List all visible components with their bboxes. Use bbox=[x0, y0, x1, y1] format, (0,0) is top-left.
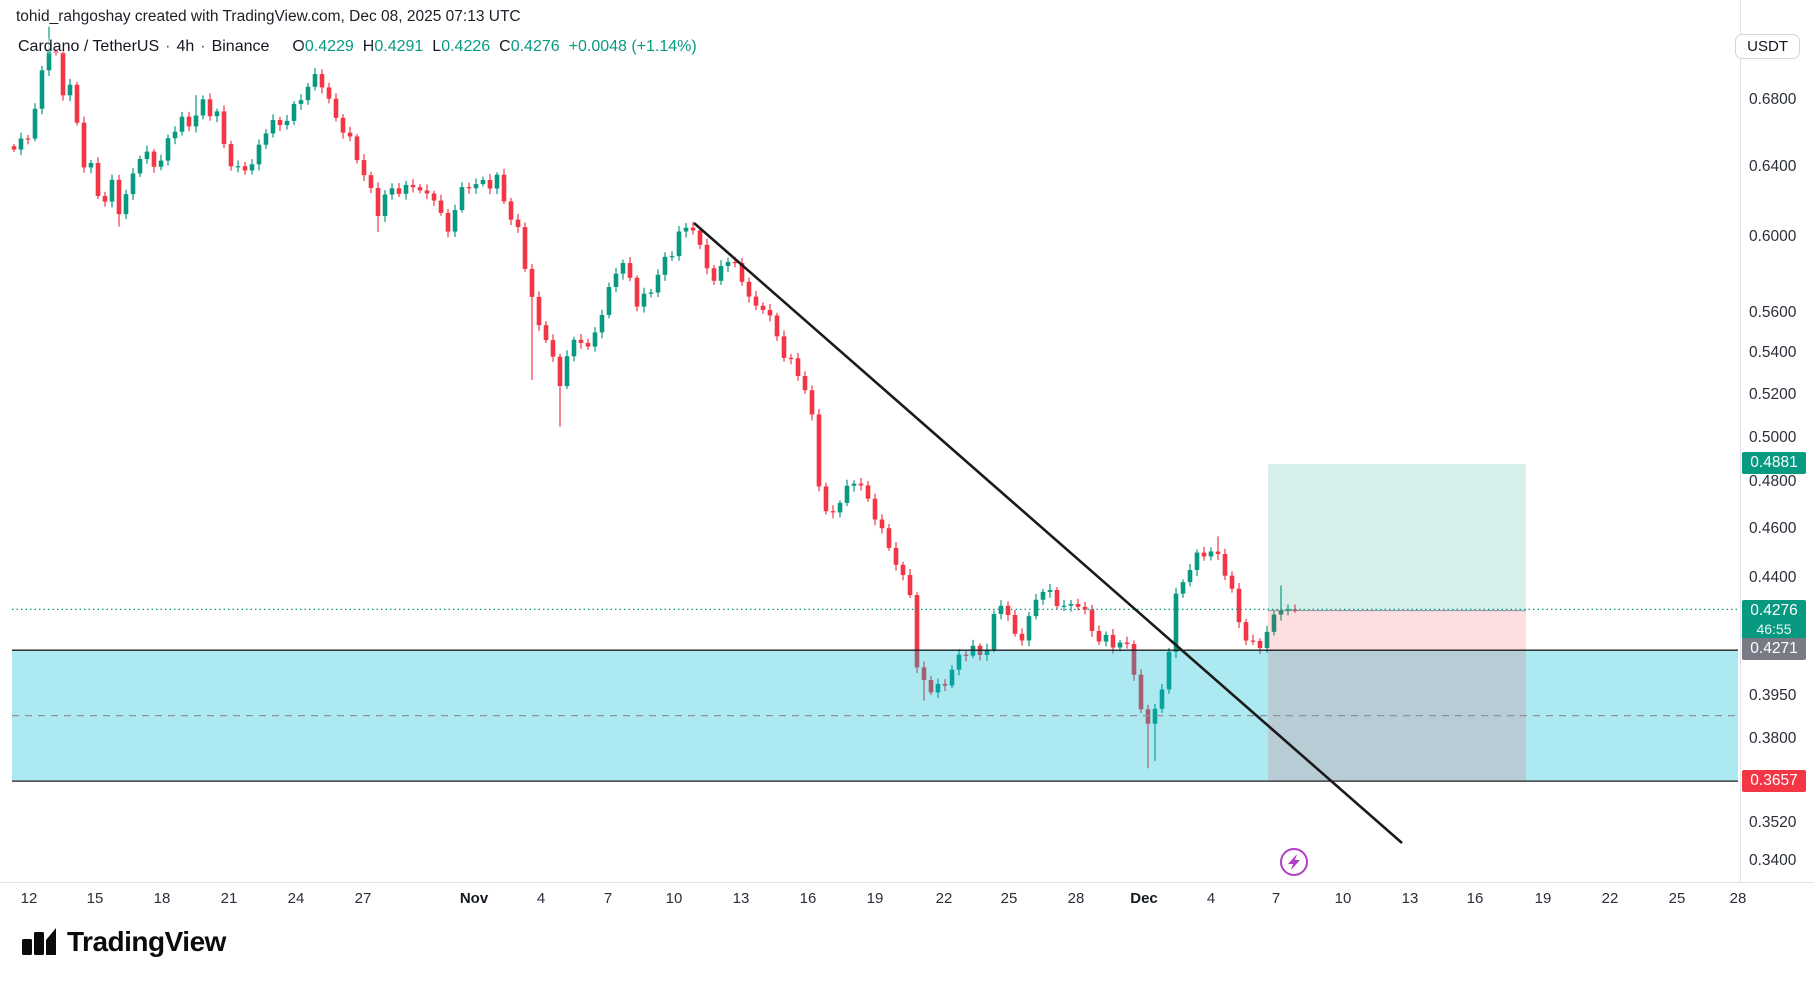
time-day-label: 19 bbox=[866, 890, 884, 907]
time-day-label: 13 bbox=[732, 890, 750, 907]
price-tick-label: 0.5000 bbox=[1749, 428, 1797, 446]
symbol-name[interactable]: Cardano / TetherUS bbox=[18, 38, 160, 55]
price-tick-label: 0.3800 bbox=[1749, 729, 1797, 747]
countdown-timer: 46:55 bbox=[1756, 621, 1792, 637]
open-label: O bbox=[292, 38, 305, 55]
price-tick-label: 0.5200 bbox=[1749, 385, 1797, 403]
time-month-label: Nov bbox=[459, 890, 489, 907]
price-tick-label: 0.6400 bbox=[1749, 157, 1797, 175]
time-day-label: 16 bbox=[1466, 890, 1484, 907]
tradingview-logo[interactable]: TradingView bbox=[22, 926, 226, 958]
high-value: 0.4291 bbox=[374, 38, 424, 55]
time-day-label: 13 bbox=[1401, 890, 1419, 907]
price-badge: 0.4276 46:55 bbox=[1742, 600, 1806, 640]
long-position-loss-box[interactable] bbox=[1268, 610, 1526, 782]
price-tick-label: 0.3400 bbox=[1749, 852, 1797, 870]
tradingview-logo-text: TradingView bbox=[67, 926, 226, 957]
time-day-label: 10 bbox=[1334, 890, 1352, 907]
price-badge: 0.4271 bbox=[1742, 638, 1806, 660]
price-tick-label: 0.4400 bbox=[1749, 569, 1797, 586]
price-tick-label: 0.6000 bbox=[1749, 228, 1797, 246]
lightning-bolt-marker[interactable] bbox=[1280, 848, 1308, 876]
exchange-label: Binance bbox=[211, 38, 270, 55]
time-day-label: 25 bbox=[1000, 890, 1018, 907]
price-badge: 0.4881 bbox=[1742, 452, 1806, 474]
time-day-label: 18 bbox=[153, 890, 171, 907]
legend-separator: · bbox=[165, 38, 171, 55]
candles bbox=[11, 26, 1298, 769]
price-tick-label: 0.5600 bbox=[1749, 304, 1797, 322]
price-tick-label: 0.3520 bbox=[1749, 814, 1797, 832]
price-badge: 0.3657 bbox=[1742, 770, 1806, 792]
long-position-profit-box[interactable] bbox=[1268, 464, 1526, 611]
time-day-label: 21 bbox=[220, 890, 238, 907]
high-label: H bbox=[362, 38, 375, 55]
time-day-label: 4 bbox=[1206, 890, 1216, 907]
legend-separator: · bbox=[200, 38, 206, 55]
time-day-label: 22 bbox=[935, 890, 953, 907]
ohlc-values: O0.4229 H0.4291 L0.4226 C0.4276 +0.0048 (+1.… bbox=[283, 38, 696, 55]
time-day-label: 28 bbox=[1729, 890, 1747, 907]
descending-trendline[interactable] bbox=[693, 222, 1403, 844]
time-day-label: 19 bbox=[1534, 890, 1552, 907]
time-day-label: 27 bbox=[354, 890, 372, 907]
change-value: +0.0048 (+1.14%) bbox=[568, 38, 697, 55]
chart-canvas[interactable] bbox=[0, 0, 1740, 882]
time-day-label: 24 bbox=[287, 890, 305, 907]
price-tick-label: 0.3950 bbox=[1749, 687, 1797, 705]
currency-toggle-button[interactable]: USDT bbox=[1735, 34, 1800, 59]
time-day-label: 10 bbox=[665, 890, 683, 907]
low-value: 0.4226 bbox=[441, 38, 491, 55]
time-day-label: 12 bbox=[20, 890, 38, 907]
close-label: C bbox=[499, 38, 511, 55]
snapshot-attribution: tohid_rahgoshay created with TradingView… bbox=[16, 8, 521, 25]
interval-label[interactable]: 4h bbox=[176, 38, 195, 55]
price-tick-label: 0.4800 bbox=[1749, 473, 1797, 491]
time-day-label: 15 bbox=[86, 890, 104, 907]
time-axis[interactable]: 12 15 18 21 24 27 Nov 4 7 10 13 16 19 22 25 28 Dec 4 7 10 13… bbox=[0, 882, 1814, 918]
time-day-label: 28 bbox=[1067, 890, 1085, 907]
open-value: 0.4229 bbox=[304, 38, 354, 55]
time-day-label: 7 bbox=[1271, 890, 1281, 907]
close-value: 0.4276 bbox=[510, 38, 560, 55]
time-day-label: 22 bbox=[1601, 890, 1619, 907]
low-label: L bbox=[432, 38, 442, 55]
time-day-label: 25 bbox=[1668, 890, 1686, 907]
time-day-label: 7 bbox=[603, 890, 613, 907]
time-day-label: 4 bbox=[536, 890, 546, 907]
symbol-legend: Cardano / TetherUS · 4h · Binance O0.4229 H0.4… bbox=[18, 38, 697, 56]
tradingview-logo-icon bbox=[22, 928, 56, 955]
price-tick-label: 0.4600 bbox=[1749, 520, 1797, 538]
time-month-label: Dec bbox=[1130, 890, 1158, 907]
price-tick-label: 0.5400 bbox=[1749, 344, 1797, 362]
price-axis[interactable]: 0.6800 0.6400 0.6000 0.5600 0.5400 0.5200 0.50… bbox=[1740, 0, 1814, 882]
price-tick-label: 0.6800 bbox=[1749, 91, 1797, 108]
time-day-label: 16 bbox=[799, 890, 817, 907]
